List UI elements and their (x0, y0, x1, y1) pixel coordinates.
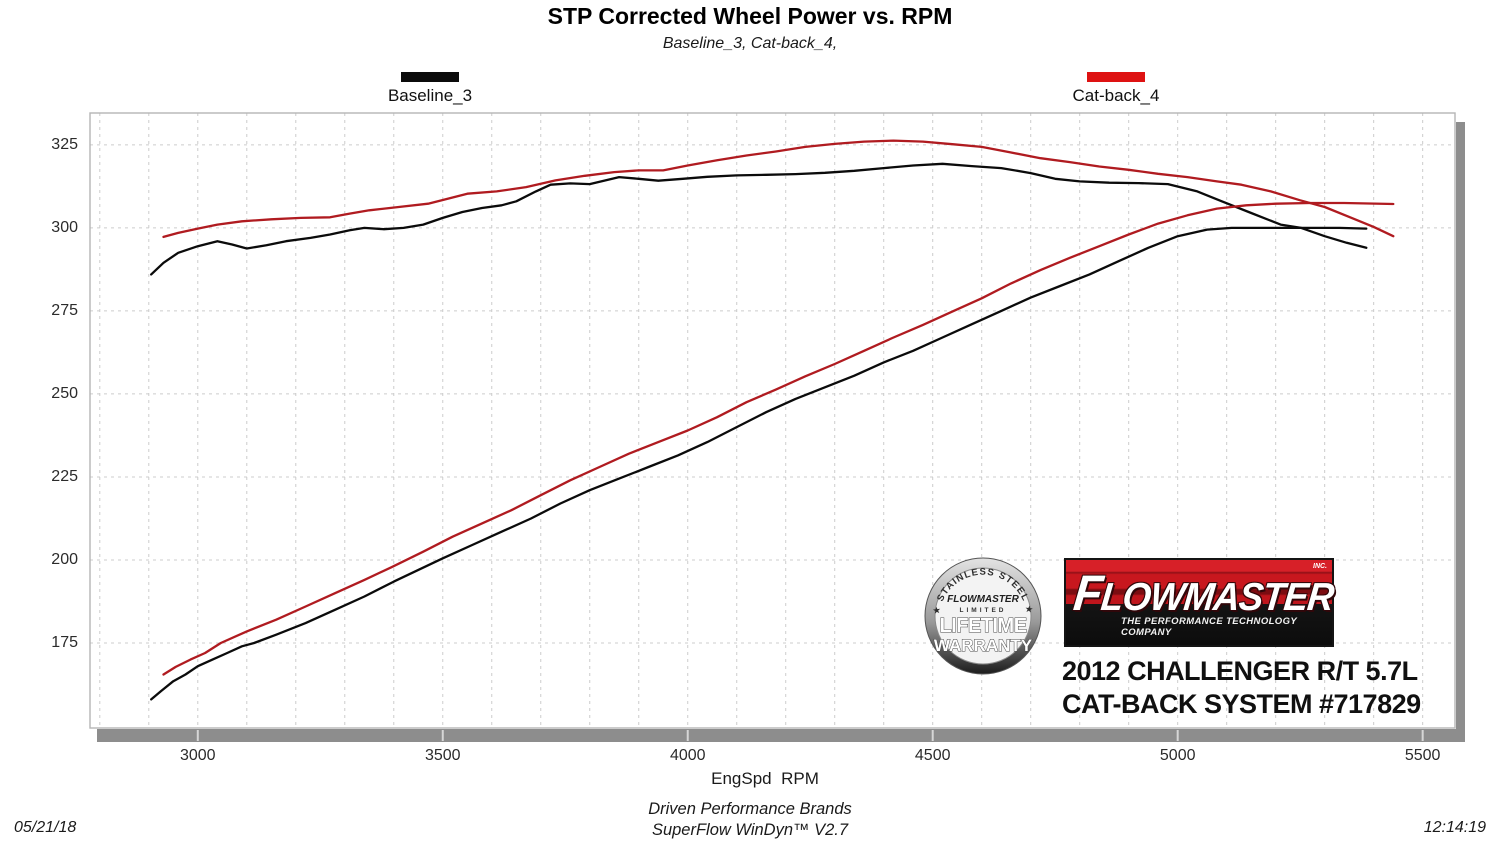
curve-Baseline_3-lower (150, 226, 1368, 701)
x-axis-tick-notch (1421, 730, 1424, 741)
lifetime-warranty-badge: ★ STAINLESS STEEL ★ FLOWMASTER LIMITED L… (924, 557, 1042, 675)
y-tick-label: 200 (51, 550, 78, 568)
legend-label-catback: Cat-back_4 (1072, 86, 1160, 105)
badge-lifetime-text: LIFETIME (939, 615, 1026, 637)
brand-footer: Driven Performance Brands (648, 800, 852, 818)
curve-Baseline_3-upper (150, 162, 1368, 276)
x-tick-label: 4500 (914, 747, 951, 764)
software-footer: SuperFlow WinDyn™ V2.7 (651, 821, 849, 839)
x-tick-label: 5500 (1404, 747, 1441, 764)
x-axis-tick-notch (441, 730, 444, 741)
legend-swatch-baseline (401, 72, 459, 82)
logo-tagline-text: THE PERFORMANCE TECHNOLOGY COMPANY (1121, 616, 1297, 638)
y-tick-label: 225 (51, 467, 78, 485)
badge-limited-text: LIMITED (960, 607, 1007, 614)
legend-swatch-catback (1087, 72, 1145, 82)
y-tick-label: 300 (51, 218, 78, 236)
y-tick-label: 250 (51, 384, 78, 402)
chart-subtitle: Baseline_3, Cat-back_4, (662, 35, 838, 52)
curve-Cat-back_4-upper (162, 139, 1395, 239)
legend-label-baseline: Baseline_3 (387, 86, 473, 105)
page-title: STP Corrected Wheel Power vs. RPM (547, 3, 953, 29)
report-time: 12:14:19 (1423, 819, 1486, 836)
logo-brand-text: FLOWMASTER (1071, 565, 1336, 621)
x-axis-tick-notch (1176, 730, 1179, 741)
x-axis-tick-notch (686, 730, 689, 741)
badge-brand-text: FLOWMASTER (947, 594, 1019, 605)
vehicle-caption-line2: CAT-BACK SYSTEM #717829 (1062, 689, 1421, 719)
y-tick-label: 275 (51, 301, 78, 319)
x-tick-label: 4000 (669, 747, 706, 764)
badge-face (934, 567, 1032, 665)
y-axis-shadow-bar (1456, 122, 1465, 742)
vehicle-caption-line1: 2012 CHALLENGER R/T 5.7L (1062, 656, 1418, 686)
curve-Cat-back_4-lower (162, 201, 1395, 676)
x-tick-label: 3500 (424, 747, 461, 764)
x-axis-bar (97, 729, 1464, 742)
x-axis-title: EngSpd RPM (711, 769, 819, 788)
axis-tick-notches (196, 730, 1424, 741)
data-curves (150, 139, 1395, 701)
plot-border (89, 112, 1456, 729)
y-tick-label: 175 (51, 633, 78, 651)
y-tick-label: 325 (51, 135, 78, 153)
x-tick-label: 5000 (1159, 747, 1196, 764)
report-date: 05/21/18 (14, 819, 77, 836)
badge-warranty-text: WARRANTY (934, 636, 1033, 655)
x-tick-label: 3000 (179, 747, 216, 764)
x-axis-tick-notch (931, 730, 934, 741)
logo-inc-text: INC. (1313, 563, 1327, 570)
flowmaster-logo: INC. FLOWMASTER THE PERFORMANCE TECHNOLO… (1064, 558, 1336, 647)
vehicle-caption: 2012 CHALLENGER R/T 5.7L CAT-BACK SYSTEM… (1062, 655, 1421, 721)
x-axis-tick-notch (196, 730, 199, 741)
